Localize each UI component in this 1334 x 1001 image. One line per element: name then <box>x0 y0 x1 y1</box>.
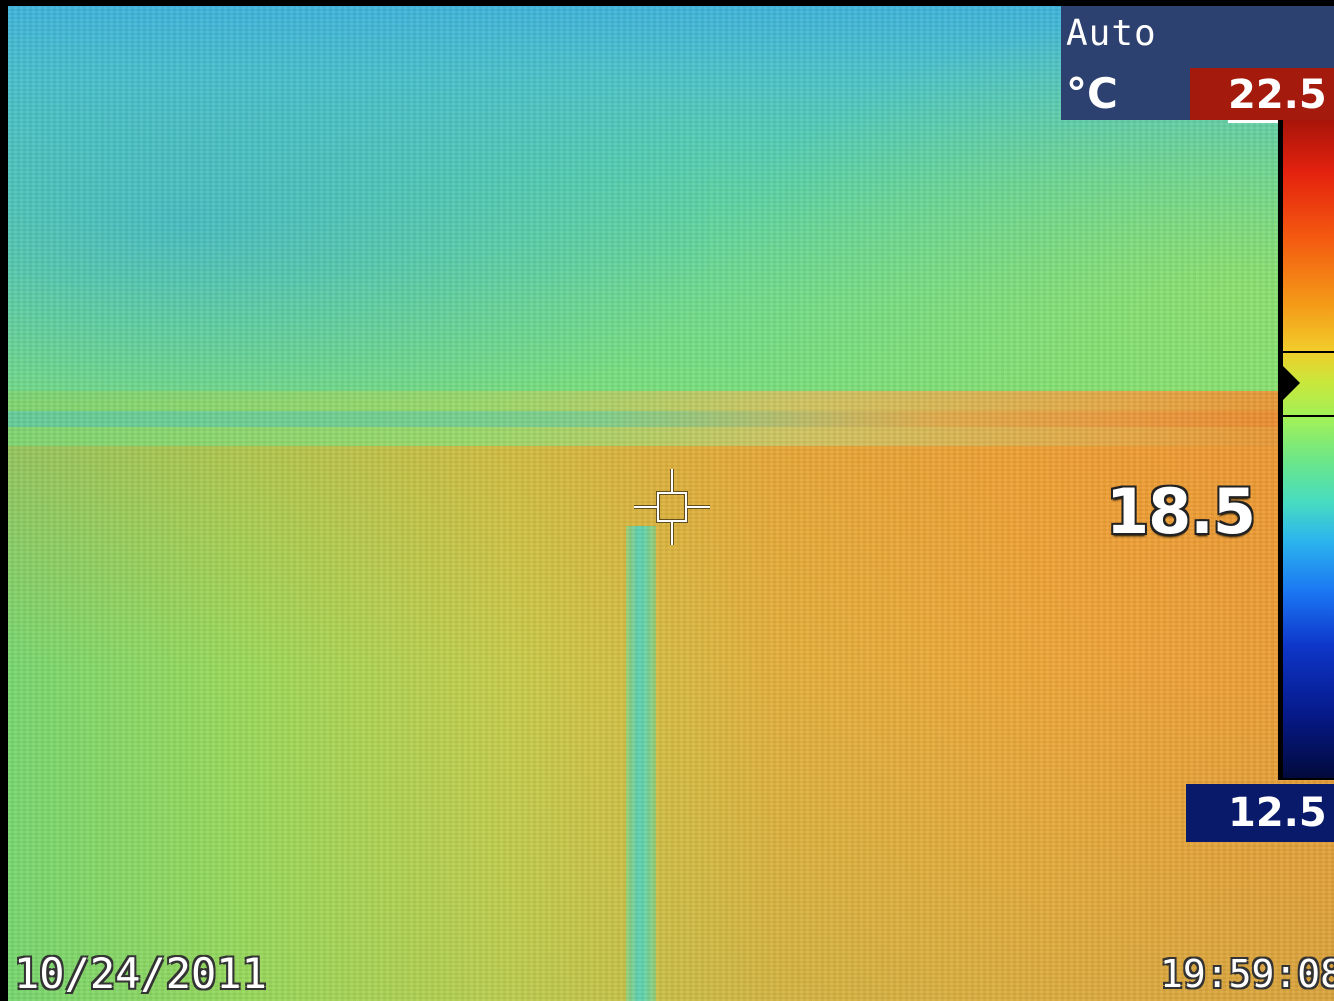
range-mode-label: Auto <box>1066 13 1157 54</box>
capture-date: 10/24/2011 <box>14 949 267 998</box>
horizontal-seam-line <box>8 411 1334 427</box>
crosshair-icon <box>634 469 710 545</box>
min-temperature-value: 12.5 <box>1228 790 1327 836</box>
color-scale-bar <box>1283 120 1334 778</box>
min-temperature-box <box>1186 784 1334 842</box>
capture-time: 19:59:08 <box>1160 952 1334 996</box>
temperature-unit-label: °C <box>1066 69 1118 118</box>
spot-temperature-readout: 18.5 <box>1106 475 1256 548</box>
max-temperature-value: 22.5 <box>1228 70 1327 123</box>
sensor-noise-texture <box>8 6 1334 1001</box>
cool-zone <box>8 6 708 401</box>
max-temperature-box <box>1190 68 1334 120</box>
color-scale-level-band <box>1281 351 1334 417</box>
triangle-marker-icon <box>1278 361 1300 405</box>
vertical-cool-stripe <box>626 526 656 1001</box>
